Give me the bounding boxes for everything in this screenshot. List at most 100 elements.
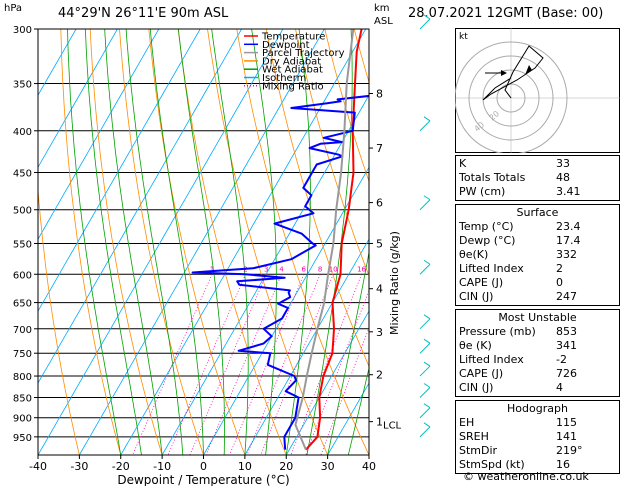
km-tick-label: 6 xyxy=(376,197,383,210)
lcl-label: LCL xyxy=(383,421,402,432)
mixing-ratio-line xyxy=(132,274,213,455)
index-row: K 33 xyxy=(459,157,570,170)
index-row: CAPE (J) 726 xyxy=(459,367,577,380)
wind-barb-flag xyxy=(423,314,431,320)
isotherm-line xyxy=(38,29,160,240)
dry-adiabat-line xyxy=(324,29,369,183)
hpa-label: hPa xyxy=(4,3,23,14)
dry-adiabat-line xyxy=(89,29,163,455)
temperature-profile xyxy=(305,29,363,451)
x-tick-label: 20 xyxy=(279,460,293,473)
pressure-tick-label: 350 xyxy=(13,80,32,91)
isotherm-line xyxy=(79,29,325,455)
wind-barb xyxy=(419,318,431,330)
index-row: CIN (J) 247 xyxy=(459,290,577,303)
dewpoint-profile xyxy=(191,94,369,450)
dry-adiabat-line xyxy=(119,29,204,455)
index-row: Lifted Index -2 xyxy=(459,353,567,366)
wet-adiabat-line xyxy=(327,250,369,455)
index-row: EH 115 xyxy=(459,416,577,429)
wind-barb-flag xyxy=(423,403,431,409)
pressure-tick-label: 450 xyxy=(13,168,32,179)
wind-barb-flag xyxy=(423,195,431,201)
dry-adiabat-line xyxy=(60,29,122,455)
surface-box: Surface Temp (°C) 23.4 Dewp (°C) 17.4 θe(K… xyxy=(455,204,620,306)
km-tick-label: 4 xyxy=(376,283,383,296)
mixing-ratio-label: 20 xyxy=(371,265,380,273)
hodograph-unit-label: kt xyxy=(459,32,468,42)
wet-adiabat-line xyxy=(84,29,142,455)
wind-barb-flag xyxy=(423,338,431,344)
wet-adiabat-line xyxy=(125,29,184,455)
mixing-ratio-label: 1 xyxy=(210,265,214,273)
wind-barb xyxy=(419,18,431,30)
x-tick-label: 10 xyxy=(238,460,252,473)
dry-adiabat-line xyxy=(295,29,369,277)
x-tick-label: -10 xyxy=(153,460,171,473)
dry-adiabat-line xyxy=(38,185,80,455)
legend-entry: Dewpoint xyxy=(262,40,310,51)
km-tick-label: 1 xyxy=(376,416,383,429)
isotherm-line xyxy=(203,166,369,455)
pressure-tick-label: 800 xyxy=(13,372,32,383)
index-row: Lifted Index 2 xyxy=(459,262,563,275)
dry-adiabat-line xyxy=(265,29,369,368)
mixing-ratio-line xyxy=(229,274,305,455)
index-row: CAPE (J) 0 xyxy=(459,276,563,289)
hodograph: kt 20 40 xyxy=(455,28,620,153)
km-tick-label: 2 xyxy=(376,369,383,382)
unstable-box: Most Unstable Pressure (mb) 853 θe (K) 341… xyxy=(455,309,620,397)
legend-entry: Mixing Ratio xyxy=(262,81,324,92)
hodograph-storm-arrow xyxy=(525,65,532,75)
pressure-tick-label: 750 xyxy=(13,349,32,360)
isotherm-line xyxy=(161,94,369,455)
legend-entry: Isotherm xyxy=(262,73,306,84)
isotherm-line xyxy=(38,29,284,455)
wind-barb xyxy=(419,365,431,377)
index-row: θe(K) 332 xyxy=(459,248,577,261)
index-row: StmDir 219° xyxy=(459,444,583,457)
index-row: StmSpd (kt) 16 xyxy=(459,458,570,471)
surface-title: Surface xyxy=(516,206,559,219)
pressure-tick-label: 900 xyxy=(13,414,32,425)
pressure-tick-label: 700 xyxy=(13,325,32,336)
location-title: 44°29'N 26°11'E 90m ASL xyxy=(58,6,229,21)
plot-frame xyxy=(37,28,370,456)
x-tick-label: 40 xyxy=(362,460,376,473)
index-row: Dewp (°C) 17.4 xyxy=(459,234,581,247)
wet-adiabat-line xyxy=(104,29,163,455)
mixing-ratio-label: 16 xyxy=(357,265,366,273)
indices-panel: K 33 Totals Totals 48 PW (cm) 3.41 Surface … xyxy=(455,155,620,477)
wind-barb-flag xyxy=(423,259,431,265)
wet-adiabat-line xyxy=(178,29,225,455)
copyright-link[interactable]: © weatheronline.co.uk xyxy=(463,470,589,483)
mixing-ratio-line xyxy=(189,274,267,455)
x-tick-label: -40 xyxy=(29,460,47,473)
wind-barb-flag xyxy=(423,116,431,122)
wind-barb-flag xyxy=(423,14,431,20)
hodograph-storm-arrow xyxy=(501,70,507,76)
mixing-ratio-label: 8 xyxy=(318,265,322,273)
x-tick-label: 30 xyxy=(321,460,335,473)
wind-barb xyxy=(419,120,431,132)
index-row: Temp (°C) 23.4 xyxy=(459,220,581,233)
isotherm-line xyxy=(327,382,369,455)
km-tick-label: 3 xyxy=(376,326,383,339)
dry-adiabat-line xyxy=(236,29,369,455)
x-axis-label: Dewpoint / Temperature (°C) xyxy=(117,473,289,486)
wet-adiabat-line xyxy=(285,29,311,455)
datetime-title: 28.07.2021 12GMT (Base: 00) xyxy=(408,6,604,21)
x-tick-label: -30 xyxy=(70,460,88,473)
x-tick-label: 0 xyxy=(200,460,207,473)
pressure-tick-label: 850 xyxy=(13,393,32,404)
wet-adiabat-line xyxy=(149,29,204,455)
index-row: θe (K) 341 xyxy=(459,339,577,352)
pressure-tick-label: 500 xyxy=(13,206,32,217)
wet-adiabat-line xyxy=(347,366,369,455)
pressure-tick-label: 300 xyxy=(13,25,32,36)
index-row: CIN (J) 4 xyxy=(459,381,563,394)
isotherm-line xyxy=(38,29,242,384)
mixing-ratio-axis-label: Mixing Ratio (g/kg) xyxy=(388,231,401,335)
mixing-ratio-label: 6 xyxy=(302,265,307,273)
